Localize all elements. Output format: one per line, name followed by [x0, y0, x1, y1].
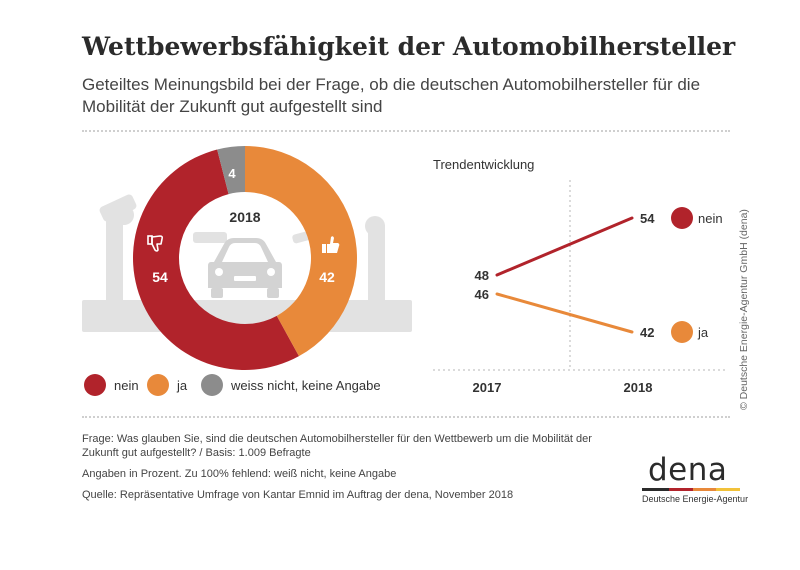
logo-bar-2: [669, 488, 693, 491]
note-angaben: Angaben in Prozent. Zu 100% fehlend: wei…: [82, 468, 397, 480]
donut-chart: 54 42 4 2018: [133, 146, 358, 370]
legend-marker-weiss-nicht: [201, 374, 223, 396]
thumbs-up-icon: [322, 236, 340, 253]
donut-legend: nein ja weiss nicht, keine Angabe: [84, 374, 381, 396]
legend-marker-ja: [147, 374, 169, 396]
donut-label-ja: 42: [319, 269, 335, 285]
trend-title: Trendentwicklung: [433, 157, 534, 172]
dena-logo: dena Deutsche Energie-Agentur: [642, 452, 749, 504]
note-frage: Frage: Was glauben Sie, sind die deutsch…: [82, 433, 592, 459]
car-icon: [208, 238, 282, 298]
donut-center-year: 2018: [229, 209, 260, 225]
logo-bar-3: [692, 488, 717, 491]
legend-marker-nein: [84, 374, 106, 396]
logo-wordmark: dena: [648, 452, 728, 488]
trend-line-ja: [495, 292, 634, 334]
logo-subtitle: Deutsche Energie-Agentur: [642, 494, 749, 504]
trend-name-nein: nein: [698, 211, 723, 226]
donut-label-weiss-nicht: 4: [228, 166, 236, 181]
legend-label-weiss-nicht: weiss nicht, keine Angabe: [230, 378, 381, 393]
donut-segment-nein: [133, 149, 299, 370]
donut-segment-ja: [245, 146, 358, 357]
legend-label-ja: ja: [176, 378, 188, 393]
donut-segment-weiss-nicht: [217, 146, 245, 195]
trend-chart: Trendentwicklung 48 54 46 42 nein ja 201…: [433, 157, 728, 395]
logo-bar-1: [642, 488, 670, 491]
donut-label-nein: 54: [152, 269, 168, 285]
chart-subtitle: Geteiltes Meinungsbild bei der Frage, ob…: [82, 75, 701, 116]
note-quelle: Quelle: Repräsentative Umfrage von Kanta…: [82, 489, 514, 501]
trend-line-nein: [495, 216, 634, 277]
divider-bottom: [82, 416, 730, 418]
trend-marker-ja: [671, 321, 693, 343]
trend-label-nein-2018: 54: [640, 211, 655, 226]
trend-x-label-2018: 2018: [624, 380, 653, 395]
legend-label-nein: nein: [114, 378, 139, 393]
trend-label-nein-2017: 48: [475, 268, 489, 283]
trend-x-label-2017: 2017: [473, 380, 502, 395]
logo-color-bars: [642, 488, 740, 491]
trend-marker-nein: [671, 207, 693, 229]
divider-top: [82, 130, 730, 132]
footnotes: Frage: Was glauben Sie, sind die deutsch…: [82, 432, 622, 509]
logo-bar-4: [716, 488, 740, 491]
trend-name-ja: ja: [697, 325, 709, 340]
copyright-note: © Deutsche Energie-Agentur GmbH (dena): [738, 209, 750, 410]
thumbs-down-icon: [147, 235, 164, 252]
trend-label-ja-2018: 42: [640, 325, 654, 340]
trend-label-ja-2017: 46: [475, 287, 489, 302]
chart-title: Wettbewerbsfähigkeit der Automobilherste…: [82, 32, 736, 61]
